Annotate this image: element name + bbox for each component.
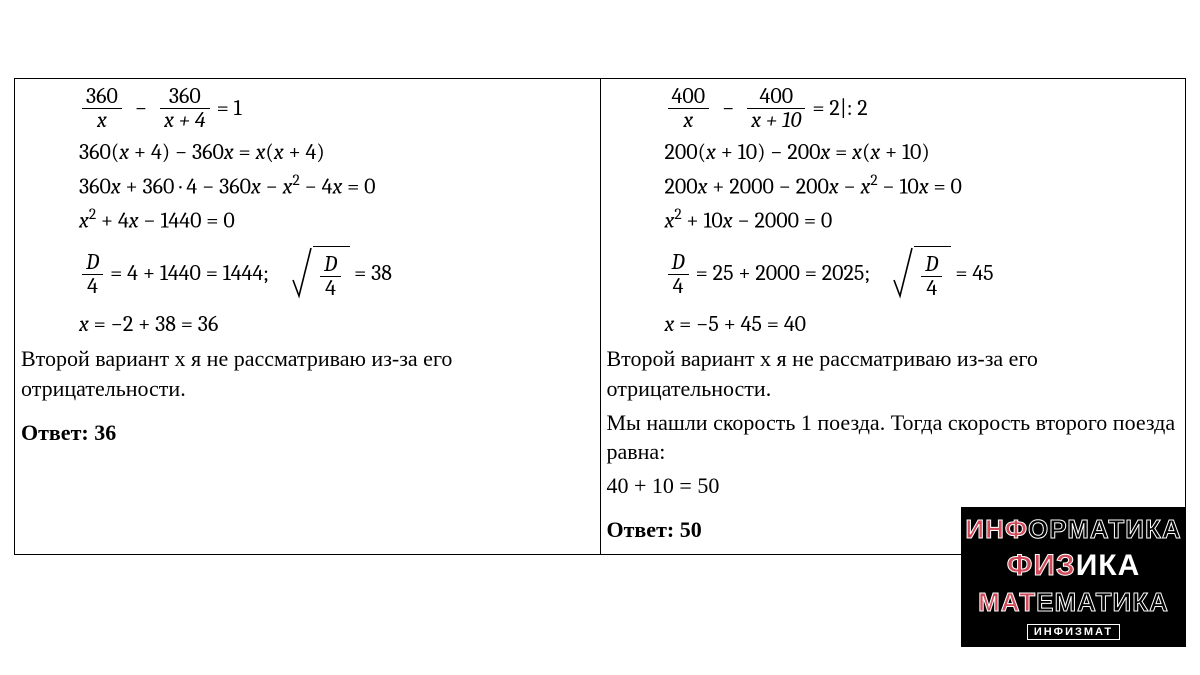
num: 400 (668, 85, 710, 108)
eq-rhs: = 2|: 2 (812, 94, 867, 124)
num: D (668, 251, 689, 274)
left-math-block: 360 x − 360 x + 4 = 1 360(x + (21, 85, 594, 340)
left-eq1: 360 x − 360 x + 4 = 1 (79, 85, 594, 132)
frac-400-over-xplus10: 400 x + 10 (747, 85, 805, 132)
right-extra1: Мы нашли скорость 1 поезда. Тогда скорос… (607, 408, 1180, 467)
logo-line-matematika: МАТЕМАТИКА (978, 587, 1169, 618)
left-solution-cell: 360 x − 360 x + 4 = 1 360(x + (15, 79, 601, 555)
num: 400 (756, 85, 798, 108)
disc-expr: = 25 + 2000 = 2025; (696, 259, 871, 289)
right-line4: x2 + 10x − 2000 = 0 (665, 204, 1180, 236)
logo-subtitle: ИНФИЗМАТ (1027, 624, 1120, 640)
left-answer: Ответ: 36 (21, 418, 594, 448)
right-note: Второй вариант x я не рассматриваю из-за… (607, 344, 1180, 403)
left-line3: 360x + 360 · 4 − 360x − x2 − 4x = 0 (79, 170, 594, 202)
den: x + 4 (160, 109, 210, 132)
frac-360-over-xplus4: 360 x + 4 (160, 85, 210, 132)
frac-D-over-4: D 4 (82, 251, 103, 298)
watermark-logo: ИНФОРМАТИКА ФИЗИКА МАТЕМАТИКА ИНФИЗМАТ (961, 507, 1186, 647)
page: 360 x − 360 x + 4 = 1 360(x + (0, 0, 1200, 675)
left-xsol: x = −2 + 38 = 36 (79, 310, 594, 340)
right-extra2: 40 + 10 = 50 (607, 471, 1180, 501)
right-eq1: 400 x − 400 x + 10 = 2|: 2 (665, 85, 1180, 132)
right-line2: 200(x + 10) − 200x = x(x + 10) (665, 138, 1180, 168)
logo-line-informatika: ИНФОРМАТИКА (965, 514, 1181, 545)
frac-400-over-x: 400 x (668, 85, 710, 132)
minus: − (129, 94, 153, 124)
den: 4 (669, 275, 688, 298)
left-note: Второй вариант x я не рассматриваю из-за… (21, 344, 594, 403)
frac-360-over-x: 360 x (82, 85, 122, 132)
left-discriminant: D 4 = 4 + 1440 = 1444; (79, 246, 594, 302)
den: x (93, 109, 111, 132)
sqrt-D-over-4: D 4 (291, 246, 350, 302)
eq-rhs: = 1 (217, 94, 242, 124)
right-line3: 200x + 2000 − 200x − x2 − 10x = 0 (665, 170, 1180, 202)
num: 360 (165, 85, 205, 108)
logo-line-fizika: ФИЗИКА (1007, 549, 1141, 583)
num: 360 (82, 85, 122, 108)
right-math-block: 400 x − 400 x + 10 = 2|: 2 200 (607, 85, 1180, 340)
right-discriminant: D 4 = 25 + 2000 = 2025; (665, 246, 1180, 302)
root-rhs: = 38 (354, 259, 392, 289)
num: D (82, 251, 103, 274)
den: x (679, 109, 697, 132)
solution-table: 360 x − 360 x + 4 = 1 360(x + (14, 78, 1186, 555)
sqrt-D-over-4: D 4 (892, 246, 951, 302)
den: 4 (83, 275, 102, 298)
right-xsol: x = −5 + 45 = 40 (665, 310, 1180, 340)
disc-expr: = 4 + 1440 = 1444; (110, 259, 269, 289)
minus: − (716, 94, 740, 124)
frac-D-over-4: D 4 (668, 251, 689, 298)
left-line2: 360(x + 4) − 360x = x(x + 4) (79, 138, 594, 168)
right-solution-cell: 400 x − 400 x + 10 = 2|: 2 200 (600, 79, 1186, 555)
root-rhs: = 45 (955, 259, 993, 289)
left-line4: x2 + 4x − 1440 = 0 (79, 204, 594, 236)
den: x + 10 (747, 109, 805, 132)
